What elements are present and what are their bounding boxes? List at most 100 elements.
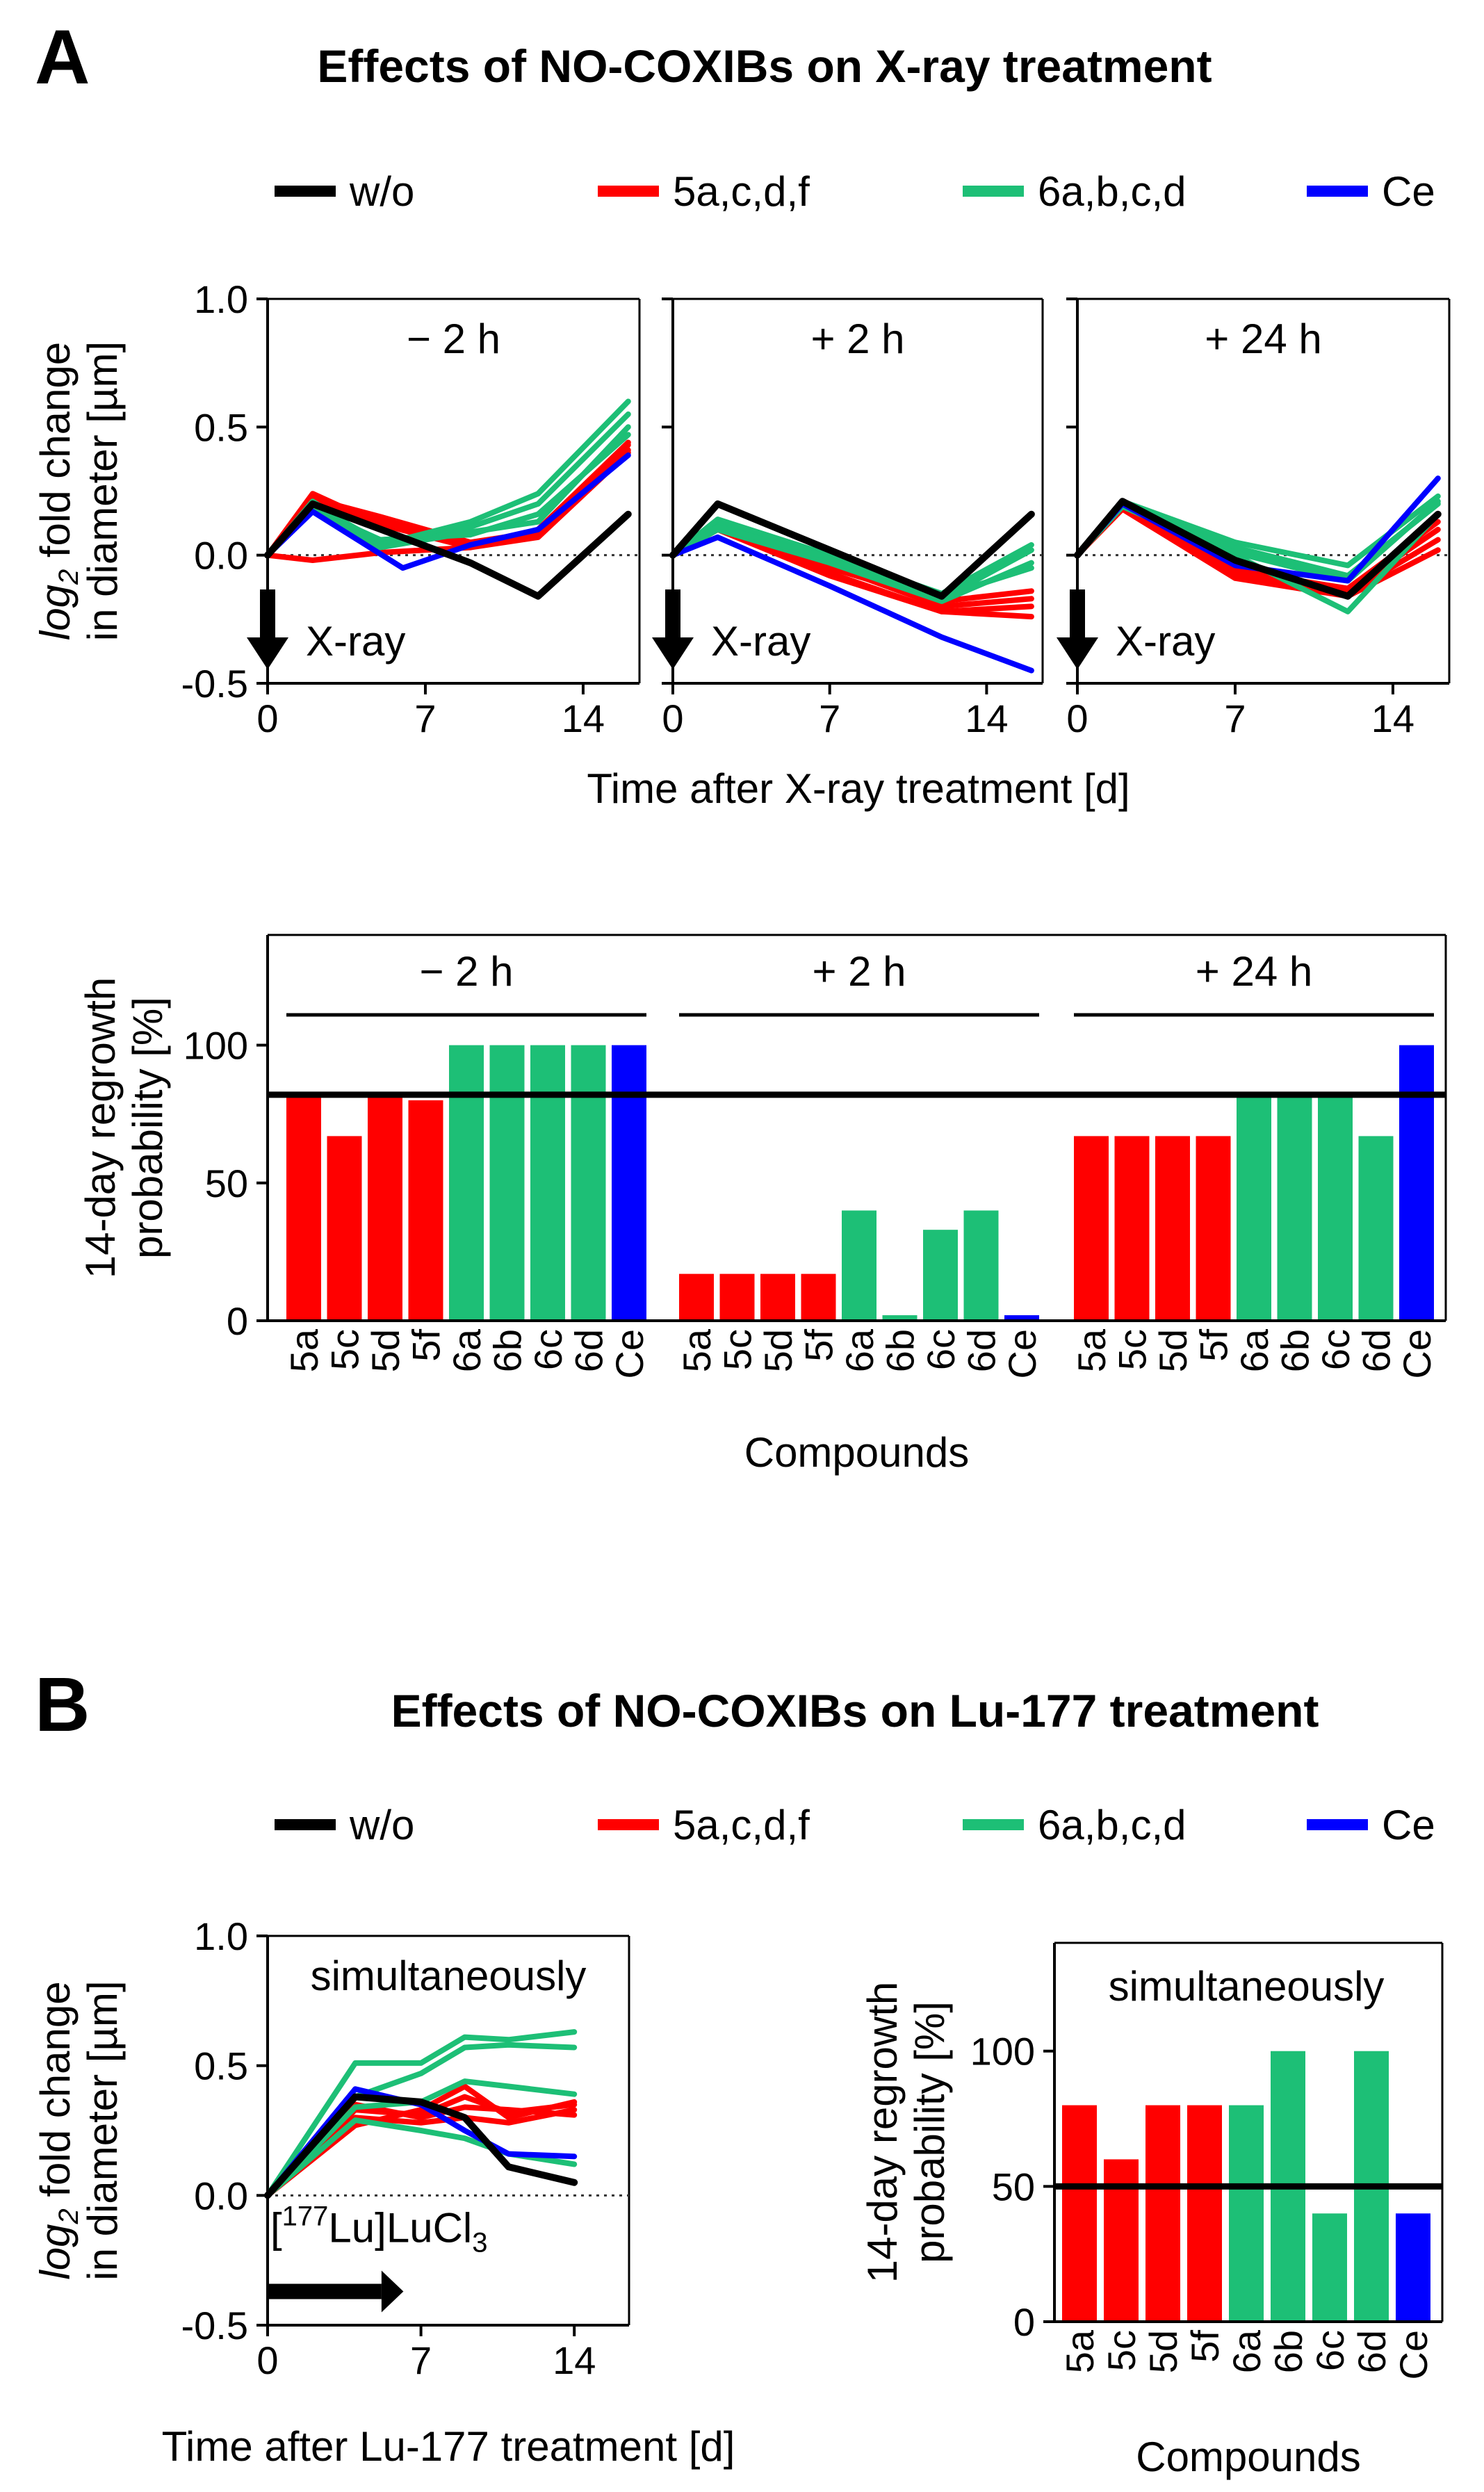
bar-6c [1312,2213,1347,2322]
x-tick-label: 5a [1058,2329,1102,2373]
bar-6c [530,1045,565,1321]
x-tick-label: 6a [445,1328,489,1372]
bar-6a [1237,1091,1271,1321]
x-tick-label: 5f [1192,1329,1236,1362]
x-tick-label: 6d [567,1329,611,1372]
x-tick-label: 6c [1308,2330,1352,2371]
y-axis-label: 14-day regrowthprobability [%] [77,977,171,1279]
line-panel-title-0: − 2 h [407,316,500,362]
bar-5d [1155,1136,1190,1321]
x-tick-label: 6b [486,1329,530,1372]
x-tick-label: 14 [965,697,1008,740]
legend-a: w/o 5a,c,d,f 6a,b,c,d Ce [275,168,1435,215]
bar-6c [923,1230,958,1321]
series-line-w/o [264,2093,578,2199]
bar-panel-title-2: + 24 h [1196,948,1313,995]
x-tick-label: 5a [282,1328,326,1372]
y-tick-label: 50 [992,2165,1035,2208]
bar-5f [801,1273,836,1321]
series-line-6a [265,2029,578,2199]
x-tick-label: 5d [756,1329,800,1372]
bar-5f [1187,2105,1222,2322]
y-axis-label: log2 fold changein diameter [µm] [32,341,126,641]
legend-label-0: w/o [349,168,414,215]
legend-label-1: 5a,c,d,f [673,168,810,215]
series-line-w/o [669,500,1035,600]
y-tick-label: 0 [1013,2300,1035,2344]
x-axis-label: Compounds [1136,2434,1361,2480]
x-tick-label: 0 [256,697,278,740]
x-tick-label: 6a [1225,2329,1269,2373]
x-tick-label: 6c [526,1329,570,1370]
x-tick-label: 5f [1183,2330,1227,2363]
x-tick-label: 5c [323,1329,367,1370]
bar-6d [571,1045,606,1321]
series-line-6d [265,2117,578,2199]
bar-5a [1074,1136,1109,1321]
bar-Ce [1399,1045,1434,1321]
line-panel-title-1: + 2 h [810,316,904,362]
x-tick-label: 0 [256,2338,278,2382]
line-panel-0: 1.0 0.5 0.0 -0.50 7 14 simultaneously [177Lu]Lu… [181,1914,630,2382]
x-tick-label: 14 [553,2338,596,2382]
bar-5a [679,1273,714,1321]
x-tick-label: 6b [1273,1329,1317,1372]
x-tick-label: 5d [364,1329,407,1372]
x-tick-label: 5d [1141,2330,1185,2373]
panel-b-title: Effects of NO-COXIBs on Lu-177 treatment [391,1685,1319,1736]
x-tick-label: Ce [608,1329,651,1379]
x-tick-label: 5a [675,1328,719,1372]
bar-Ce [1396,2213,1430,2322]
bar-6d [963,1210,999,1321]
bar-6d [1358,1136,1394,1321]
y-tick-label: 100 [970,2030,1035,2074]
panel-a-title: Effects of NO-COXIBs on X-ray treatment [317,40,1212,92]
bar-5d [1145,2105,1180,2322]
x-axis-label: Compounds [744,1429,970,1476]
y-tick-label: 0.0 [194,534,248,578]
y-tick-label: 1.0 [194,277,248,321]
x-tick-label: 6b [1266,2330,1310,2373]
bar-6b [882,1315,918,1321]
chart-b-line: 1.0 0.5 0.0 -0.50 7 14 simultaneously [177Lu]Lu… [32,1914,735,2470]
series-line-6d [670,524,1034,599]
bar-5f [1196,1136,1231,1321]
series-line-w/o [1074,498,1442,600]
xray-arrow-icon [247,637,288,669]
y-axis-label: 14-day regrowthprobability [%] [859,1982,953,2283]
x-axis-label: Time after Lu-177 treatment [d] [162,2423,735,2470]
bar-panel-title-0: simultaneously [1109,1963,1385,2010]
legend-label-3: Ce [1382,1802,1435,1848]
y-tick-label: 0.5 [194,2044,248,2088]
y-tick-label: -0.5 [181,662,249,706]
series-line-6c [265,2078,578,2199]
line-panel-title-0: simultaneously [311,1953,587,1999]
x-tick-label: 0 [1066,697,1088,740]
x-tick-label: 7 [410,2338,432,2382]
x-tick-label: Ce [1000,1329,1044,1379]
series-line-5d [265,2083,578,2199]
bar-6c [1318,1091,1353,1321]
bar-6b [489,1045,525,1321]
xray-marker-label: X-ray [306,618,405,665]
x-tick-label: 5f [405,1329,448,1362]
line-panel-title-2: + 24 h [1205,316,1322,362]
x-tick-label: Ce [1395,1329,1439,1379]
bar-Ce [612,1045,646,1321]
bar-5a [1062,2105,1097,2322]
line-panel-2: 0 7 14 + 24 h X-ray [1057,298,1451,740]
bar-panel-title-1: + 2 h [812,948,906,995]
series-line-Ce [265,452,631,571]
bar-6b [1277,1091,1312,1321]
x-tick-label: 7 [414,697,436,740]
legend-label-3: Ce [1382,168,1435,215]
x-tick-label: 7 [1224,697,1246,740]
y-tick-label: 0.5 [194,405,248,449]
y-tick-label: 0.0 [194,2174,248,2217]
